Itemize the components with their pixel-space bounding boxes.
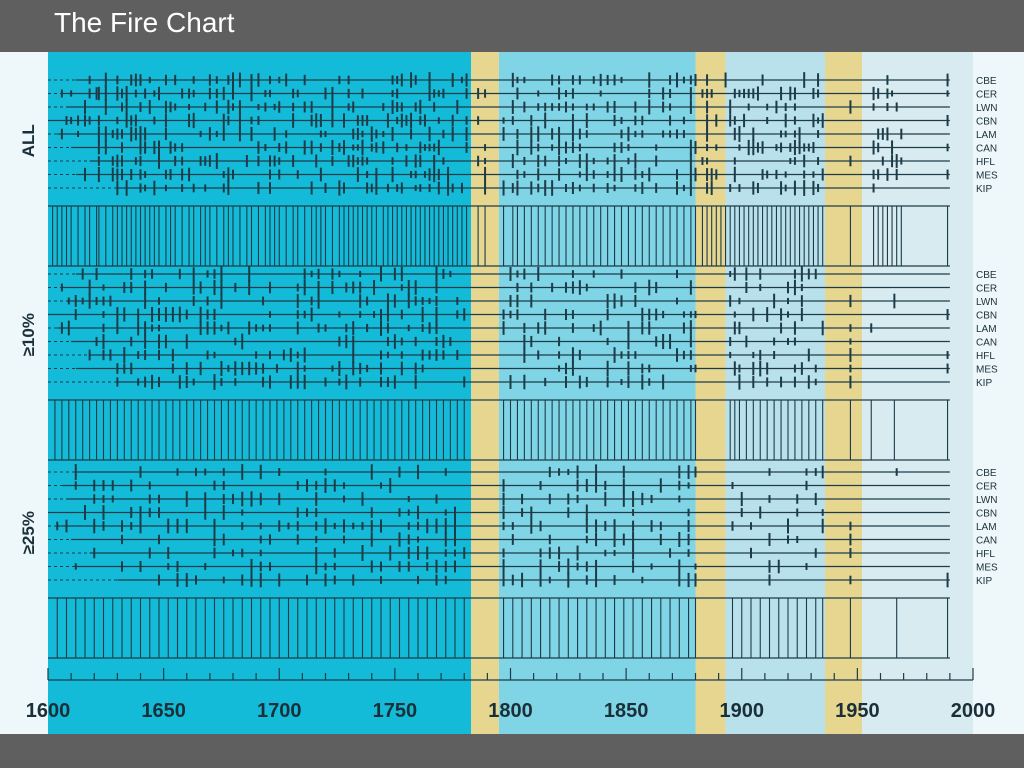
site-label-kip: KIP <box>976 184 992 195</box>
period-band-1 <box>471 52 499 734</box>
x-tick-label: 2000 <box>951 700 996 722</box>
period-band-2 <box>498 52 696 734</box>
period-band-3 <box>695 52 726 734</box>
period-bands <box>48 52 973 734</box>
x-axis: 1600 1650 1700 1750 1800 1850 1900 1950 2000 <box>26 668 996 722</box>
panel-label-0: ALL <box>19 124 38 157</box>
x-tick-label: 1850 <box>604 700 649 722</box>
site-label-cer: CER <box>976 284 997 295</box>
site-label-cbe: CBE <box>976 76 997 87</box>
site-label-cbn: CBN <box>976 509 997 520</box>
site-label-cbe: CBE <box>976 468 997 479</box>
panel-2: ≥25% CBE CER LWN CBN LAM CAN HFL MES KIP <box>19 464 998 659</box>
site-label-lam: LAM <box>976 522 997 533</box>
panel-0: ALL CBE CER LWN CBN LAM CAN HFL MES KIP <box>19 72 998 267</box>
site-label-lwn: LWN <box>976 495 997 506</box>
panel-label-2: ≥25% <box>19 511 38 554</box>
x-tick-label: 1950 <box>835 700 880 722</box>
site-label-can: CAN <box>976 338 997 349</box>
site-label-cbn: CBN <box>976 311 997 322</box>
site-label-can: CAN <box>976 144 997 155</box>
site-label-hfl: HFL <box>976 549 995 560</box>
site-label-cbe: CBE <box>976 270 997 281</box>
x-tick-label: 1900 <box>720 700 765 722</box>
site-label-cer: CER <box>976 90 997 101</box>
site-label-mes: MES <box>976 171 998 182</box>
site-label-kip: KIP <box>976 378 992 389</box>
site-label-hfl: HFL <box>976 351 995 362</box>
x-tick-label: 1700 <box>257 700 302 722</box>
period-band-5 <box>825 52 862 734</box>
site-label-hfl: HFL <box>976 157 995 168</box>
panels: ALL CBE CER LWN CBN LAM CAN HFL MES KIP ≥10% CBE CER… <box>19 72 998 659</box>
site-label-lam: LAM <box>976 324 997 335</box>
period-band-4 <box>725 52 825 734</box>
panel-label-1: ≥10% <box>19 313 38 356</box>
x-tick-label: 1650 <box>141 700 186 722</box>
site-label-mes: MES <box>976 365 998 376</box>
x-tick-label: 1800 <box>488 700 533 722</box>
site-label-lwn: LWN <box>976 103 997 114</box>
x-tick-label: 1600 <box>26 700 71 722</box>
site-label-kip: KIP <box>976 576 992 587</box>
site-label-lwn: LWN <box>976 297 997 308</box>
site-label-cer: CER <box>976 482 997 493</box>
slide-title: The Fire Chart <box>54 7 235 38</box>
period-band-0 <box>48 52 472 734</box>
panel-1: ≥10% CBE CER LWN CBN LAM CAN HFL MES KIP <box>19 266 998 461</box>
site-label-mes: MES <box>976 563 998 574</box>
period-band-6 <box>862 52 973 734</box>
site-label-cbn: CBN <box>976 117 997 128</box>
site-label-lam: LAM <box>976 130 997 141</box>
site-label-can: CAN <box>976 536 997 547</box>
x-tick-label: 1750 <box>373 700 418 722</box>
fire-chart: ALL CBE CER LWN CBN LAM CAN HFL MES KIP ≥10% CBE CER… <box>0 52 1024 734</box>
